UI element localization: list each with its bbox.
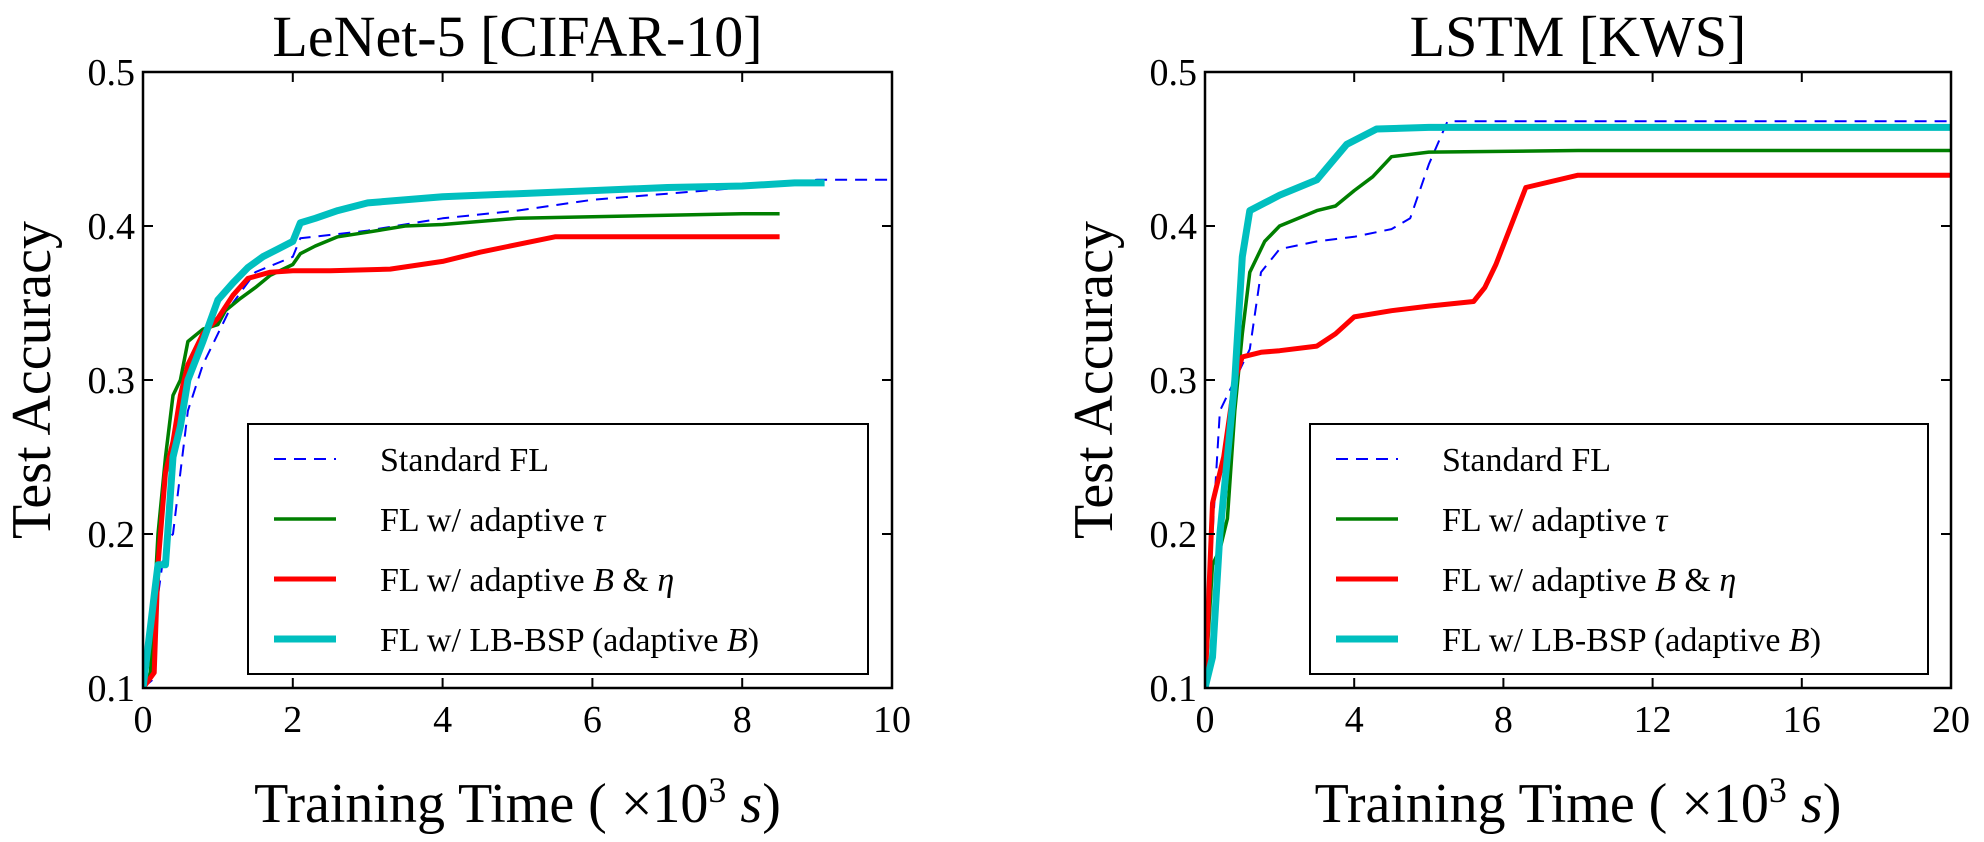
x-tick-label: 12 xyxy=(1634,699,1672,741)
x-tick-label: 4 xyxy=(1345,699,1364,741)
legend-label-adaptive-tau: FL w/ adaptive τ xyxy=(380,502,607,539)
legend: Standard FL FL w/ adaptive τ FL w/ adaptiv… xyxy=(1309,423,1929,675)
chart-lenet5-cifar10: LeNet-5 [CIFAR-10] 0 2 4 6 8 10 0.1 0.2 0.3 0.4 0.5… xyxy=(1,4,911,835)
legend-label-lb-bsp: FL w/ LB-BSP (adaptive B) xyxy=(380,622,759,659)
y-tick-label: 0.2 xyxy=(1150,514,1198,556)
y-tick-label: 0.4 xyxy=(1150,206,1198,248)
legend-box xyxy=(1309,423,1929,675)
series-line-lb-bsp xyxy=(143,179,825,688)
chart-title: LSTM [KWS] xyxy=(1410,4,1747,69)
x-tick-label: 6 xyxy=(583,699,602,741)
y-axis-label: Test Accuracy xyxy=(1063,221,1125,539)
x-tick-label: 4 xyxy=(433,699,452,741)
x-tick-label: 0 xyxy=(134,699,153,741)
y-tick-label: 0.4 xyxy=(88,206,136,248)
x-tick-label: 8 xyxy=(1494,699,1513,741)
legend-label-adaptive-tau: FL w/ adaptive τ xyxy=(1442,502,1669,539)
series-line-standard-fl xyxy=(143,178,892,688)
x-axis-label: Training Time ( ×103 s) xyxy=(254,770,781,835)
legend-label-standard-fl: Standard FL xyxy=(1442,442,1611,479)
y-tick-label: 0.1 xyxy=(1150,668,1198,710)
legend-label-adaptive-b-eta: FL w/ adaptive B & η xyxy=(1442,562,1736,599)
x-tick-label: 0 xyxy=(1196,699,1215,741)
x-axis-label: Training Time ( ×103 s) xyxy=(1315,770,1842,835)
x-tick-label: 2 xyxy=(283,699,302,741)
legend-label-adaptive-b-eta: FL w/ adaptive B & η xyxy=(380,562,674,599)
chart-lstm-kws: LSTM [KWS] 0 4 8 12 16 20 0.1 0.2 0.3 0.4 0.5 Traini… xyxy=(1063,4,1970,835)
series-group xyxy=(143,178,892,688)
legend-label-standard-fl: Standard FL xyxy=(380,442,549,479)
series-line-standard-fl xyxy=(1205,120,1951,688)
series-line-adaptive-tau xyxy=(1205,148,1951,688)
x-tick-label: 16 xyxy=(1783,699,1821,741)
legend-box xyxy=(247,423,869,675)
y-tick-label: 0.3 xyxy=(88,360,136,402)
y-tick-label: 0.5 xyxy=(88,52,136,94)
series-group xyxy=(1205,120,1951,688)
y-tick-label: 0.5 xyxy=(1150,52,1198,94)
x-tick-label: 8 xyxy=(733,699,752,741)
series-line-adaptive-b-eta xyxy=(143,234,780,688)
x-tick-label: 20 xyxy=(1932,699,1970,741)
y-tick-label: 0.3 xyxy=(1150,360,1198,402)
legend-label-lb-bsp: FL w/ LB-BSP (adaptive B) xyxy=(1442,622,1821,659)
series-line-lb-bsp xyxy=(1205,123,1951,688)
x-tick-label: 10 xyxy=(873,699,911,741)
series-line-adaptive-tau xyxy=(143,211,780,688)
legend: Standard FL FL w/ adaptive τ FL w/ adaptiv… xyxy=(247,423,869,675)
y-axis-label: Test Accuracy xyxy=(1,221,63,539)
y-tick-label: 0.2 xyxy=(88,514,136,556)
chart-title: LeNet-5 [CIFAR-10] xyxy=(272,4,762,69)
y-tick-label: 0.1 xyxy=(88,668,136,710)
